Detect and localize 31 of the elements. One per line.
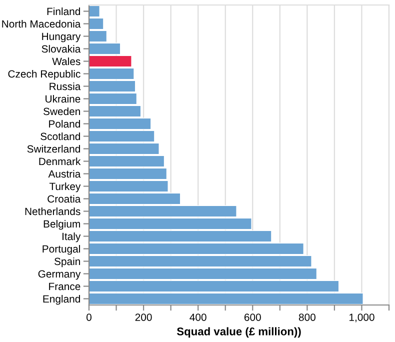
y-tick-label: Switzerland bbox=[27, 144, 80, 153]
y-tick-label: Czech Republic bbox=[8, 70, 80, 80]
y-tick-label: Ukraine bbox=[46, 94, 80, 103]
y-tick-label: Denmark bbox=[39, 157, 81, 166]
x-tick-label: 0 bbox=[86, 314, 92, 321]
y-tick-label: North Macedonia bbox=[2, 20, 81, 28]
y-tick-label: Poland bbox=[49, 120, 80, 128]
y-tick-label: Russia bbox=[50, 82, 81, 90]
x-tick-label: 800 bbox=[298, 314, 316, 321]
y-tick-label: Portugal bbox=[42, 244, 80, 255]
x-tick-label: 400 bbox=[190, 314, 206, 321]
x-tick-label: 200 bbox=[135, 314, 152, 321]
y-tick-label: Netherlands bbox=[25, 207, 80, 216]
y-tick-label: France bbox=[49, 282, 80, 290]
x-axis-title: Squad value (£ million)) bbox=[176, 327, 301, 338]
y-tick-label: Italy bbox=[62, 232, 81, 242]
y-tick-label: Sweden bbox=[44, 107, 80, 116]
y-tick-label: Belgium bbox=[44, 220, 80, 230]
y-tick-label: England bbox=[43, 294, 80, 305]
y-tick-label: Spain bbox=[54, 257, 80, 268]
y-tick-label: Hungary bbox=[42, 32, 81, 42]
y-tick-label: Scotland bbox=[40, 132, 80, 140]
y-tick-label: Germany bbox=[38, 270, 81, 280]
y-tick-label: Croatia bbox=[48, 194, 81, 203]
y-tick-label: Turkey bbox=[49, 182, 81, 192]
y-tick-label: Austria bbox=[48, 170, 81, 178]
x-tick-label: 600 bbox=[244, 314, 261, 321]
y-tick-label: Finland bbox=[47, 7, 80, 16]
y-tick-label: Slovakia bbox=[42, 44, 81, 53]
y-tick-label: Wales bbox=[52, 57, 80, 66]
x-tick-label: 1,000 bbox=[349, 314, 374, 322]
